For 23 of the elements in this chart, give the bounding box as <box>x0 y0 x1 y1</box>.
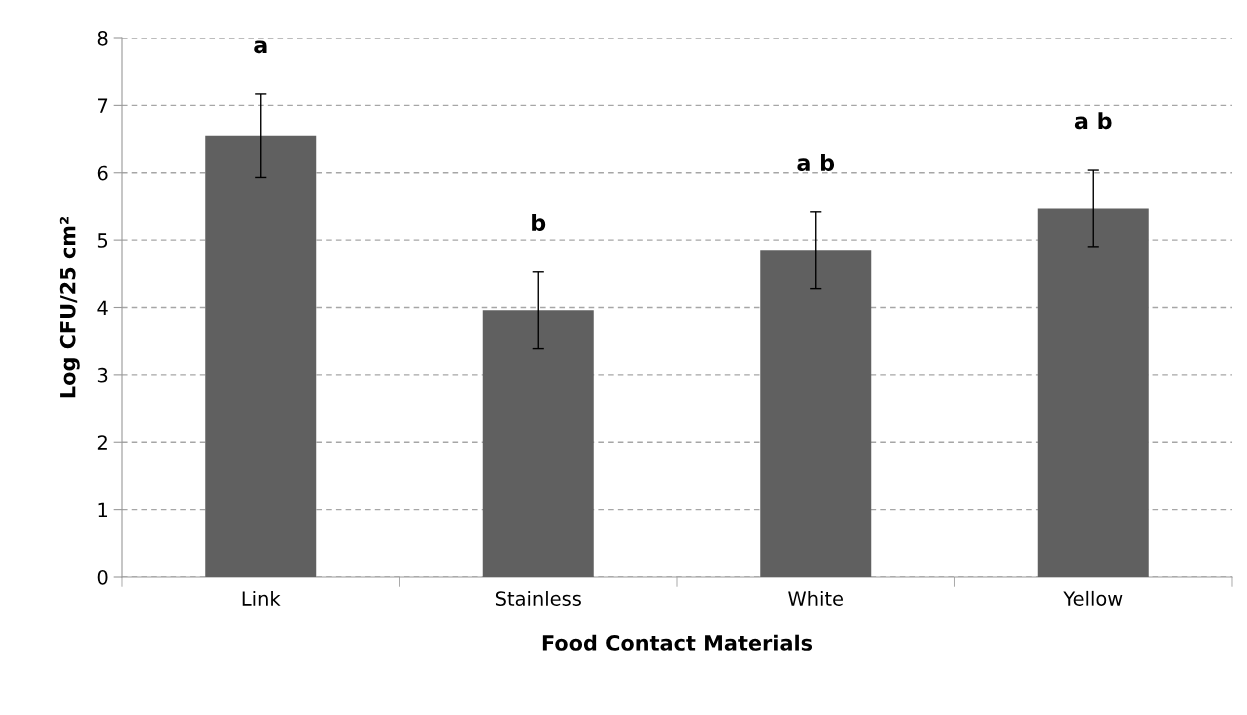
y-tick-label: 8 <box>97 30 108 46</box>
annotation: b <box>532 213 546 232</box>
y-axis-title: Log CFU/25 cm² <box>59 217 80 398</box>
x-tick-label: Yellow <box>1063 590 1123 606</box>
y-tick-label: 5 <box>97 233 108 248</box>
x-tick-label: Link <box>242 590 281 606</box>
annotation: a <box>254 40 267 54</box>
y-tick-label: 7 <box>98 98 108 113</box>
bar <box>760 250 872 577</box>
bar <box>205 135 317 577</box>
y-tick-label: 6 <box>97 165 108 181</box>
bar <box>482 310 594 577</box>
y-tick-label: 0 <box>97 569 108 585</box>
x-tick-label: White <box>788 590 843 606</box>
y-tick-label: 1 <box>98 502 108 518</box>
x-tick-label: Stainless <box>495 590 581 606</box>
y-tick-label: 2 <box>97 435 107 450</box>
y-tick-label: 4 <box>97 300 108 315</box>
annotation: a b <box>797 153 835 172</box>
y-tick-label: 3 <box>97 367 108 383</box>
bar <box>1037 208 1149 577</box>
annotation: a b <box>1074 112 1112 130</box>
x-axis-title: Food Contact Materials <box>542 634 813 651</box>
